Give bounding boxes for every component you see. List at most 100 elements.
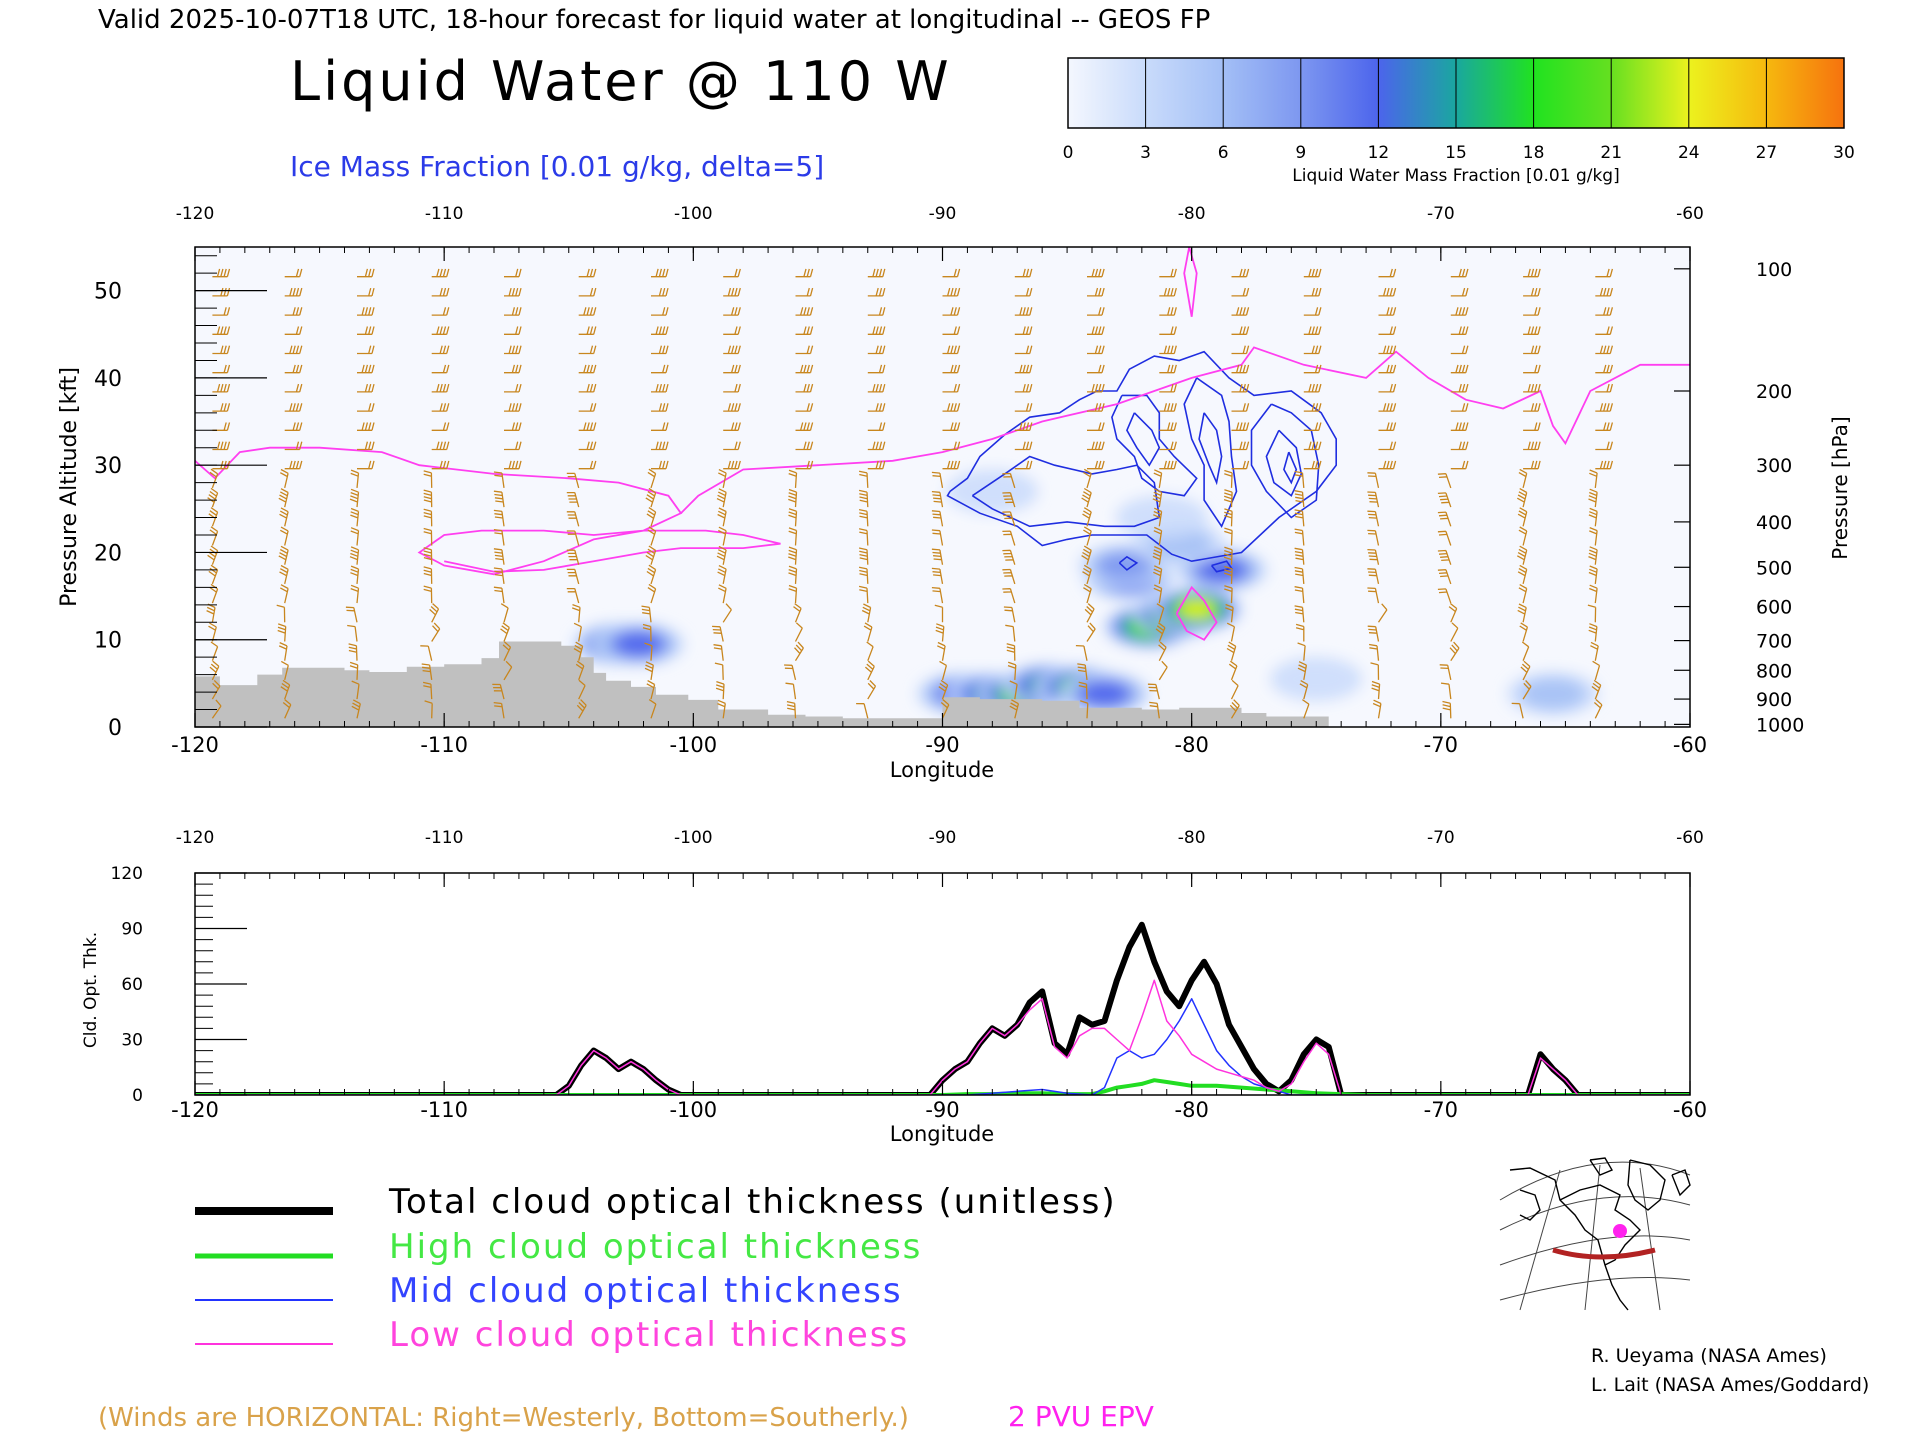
x-tick-label-top: -100 bbox=[674, 204, 713, 224]
wind-barb bbox=[1517, 507, 1528, 527]
wind-barb bbox=[431, 460, 450, 470]
wind-barb bbox=[1223, 489, 1233, 508]
wind-barb bbox=[1002, 530, 1016, 546]
wind-barb bbox=[1147, 683, 1160, 700]
wind-barb bbox=[349, 488, 360, 508]
wind-barb bbox=[493, 509, 505, 527]
wind-barb bbox=[856, 702, 869, 719]
wind-barb bbox=[1087, 383, 1105, 393]
wind-barb bbox=[1159, 422, 1177, 431]
wind-barb bbox=[651, 268, 669, 278]
wind-barb bbox=[861, 603, 872, 623]
wind-barb bbox=[651, 441, 669, 451]
wind-barb bbox=[1087, 422, 1105, 431]
wind-barb bbox=[1440, 682, 1452, 700]
epv-line bbox=[680, 346, 1690, 514]
wind-barb bbox=[279, 507, 289, 527]
wind-barb bbox=[867, 403, 886, 412]
wind-barb bbox=[942, 441, 961, 451]
colorbar-cells bbox=[1068, 58, 1845, 128]
wind-barb bbox=[1303, 422, 1322, 431]
wind-barb bbox=[723, 326, 741, 335]
wind-barb bbox=[1294, 547, 1305, 565]
wind-barb bbox=[1517, 603, 1527, 623]
wind-barb bbox=[788, 584, 798, 604]
wind-barb bbox=[349, 661, 359, 680]
wind-barb bbox=[423, 566, 433, 584]
colorbar-ticks: 0 3 6 9 12 15 18 21 24 27 30 bbox=[1063, 143, 1855, 163]
wind-barb bbox=[1152, 546, 1163, 565]
x-tick-label: -120 bbox=[171, 1098, 219, 1122]
wind-barb bbox=[500, 622, 510, 642]
wind-barb bbox=[429, 603, 440, 623]
legend-low: Low cloud optical thickness bbox=[389, 1315, 909, 1355]
epv-note: 2 PVU EPV bbox=[1008, 1400, 1154, 1433]
wind-barb bbox=[1367, 472, 1380, 489]
wind-barb bbox=[1367, 568, 1380, 585]
wind-barb bbox=[357, 403, 375, 412]
wind-barb bbox=[858, 585, 869, 604]
wind-barb bbox=[1007, 661, 1017, 680]
wind-barb bbox=[1522, 680, 1532, 700]
y2-axis-label: Pressure [hPa] bbox=[1828, 416, 1852, 559]
wind-barb bbox=[646, 680, 656, 700]
wind-barb bbox=[209, 583, 219, 604]
wind-barb bbox=[1520, 660, 1531, 681]
wind-barb bbox=[1294, 566, 1305, 584]
wind-barb bbox=[714, 662, 724, 680]
colorbar-cell bbox=[1688, 58, 1767, 128]
x-tick-label-top: -120 bbox=[176, 204, 215, 224]
wind-barb bbox=[1087, 326, 1105, 335]
wind-barb bbox=[282, 698, 292, 719]
wind-barb bbox=[423, 508, 433, 527]
wind-barb bbox=[1368, 643, 1380, 661]
wind-barb bbox=[1521, 641, 1530, 661]
wind-barb bbox=[566, 530, 580, 546]
wind-barb bbox=[1231, 268, 1250, 278]
wind-barb bbox=[357, 460, 375, 470]
inset-map bbox=[1499, 1157, 1691, 1311]
wind-barb bbox=[578, 326, 597, 335]
wind-barb bbox=[1153, 469, 1163, 488]
wind-barb bbox=[1437, 549, 1452, 565]
wind-barb bbox=[1158, 641, 1167, 661]
wind-barb bbox=[935, 623, 945, 642]
wind-barb bbox=[279, 584, 289, 604]
wind-barb bbox=[284, 422, 303, 431]
liquid-water-blob bbox=[946, 469, 1039, 514]
x-tick-label-top: -70 bbox=[1427, 828, 1455, 848]
wind-barb bbox=[1014, 441, 1033, 451]
wind-barb bbox=[1303, 345, 1322, 355]
pressure-tick-label: 800 bbox=[1756, 660, 1792, 682]
colorbar-cell bbox=[1533, 58, 1612, 128]
wind-barb bbox=[1517, 564, 1528, 585]
wind-barb bbox=[1523, 268, 1541, 278]
wind-barb bbox=[1371, 680, 1381, 700]
wind-barb bbox=[1523, 287, 1541, 297]
wind-barb bbox=[504, 307, 522, 316]
wind-barb bbox=[858, 508, 869, 527]
wind-barb bbox=[1002, 588, 1016, 604]
wind-barb bbox=[1002, 568, 1016, 585]
ice-contour bbox=[1250, 403, 1320, 519]
wind-barb bbox=[578, 345, 597, 355]
wind-barb bbox=[713, 644, 724, 661]
colorbar-cell bbox=[1378, 58, 1457, 128]
wind-barb bbox=[723, 422, 741, 431]
wind-barb bbox=[712, 625, 724, 642]
wind-barb bbox=[1002, 549, 1016, 565]
wind-barb bbox=[1595, 307, 1614, 316]
x-tick-label: -100 bbox=[669, 733, 717, 757]
wind-barb bbox=[1367, 491, 1380, 508]
wind-barb bbox=[1367, 510, 1380, 527]
wind-barb bbox=[867, 345, 886, 355]
wind-barb bbox=[350, 584, 360, 604]
wind-barb bbox=[1303, 287, 1322, 297]
wind-barb bbox=[1153, 584, 1163, 604]
wind-barb bbox=[642, 623, 652, 642]
wind-barb bbox=[942, 345, 961, 355]
x-axis-label-bottom: Longitude bbox=[890, 1122, 994, 1146]
wind-barb bbox=[1303, 383, 1322, 393]
wind-barb bbox=[1442, 700, 1452, 719]
wind-barb bbox=[1450, 345, 1469, 355]
